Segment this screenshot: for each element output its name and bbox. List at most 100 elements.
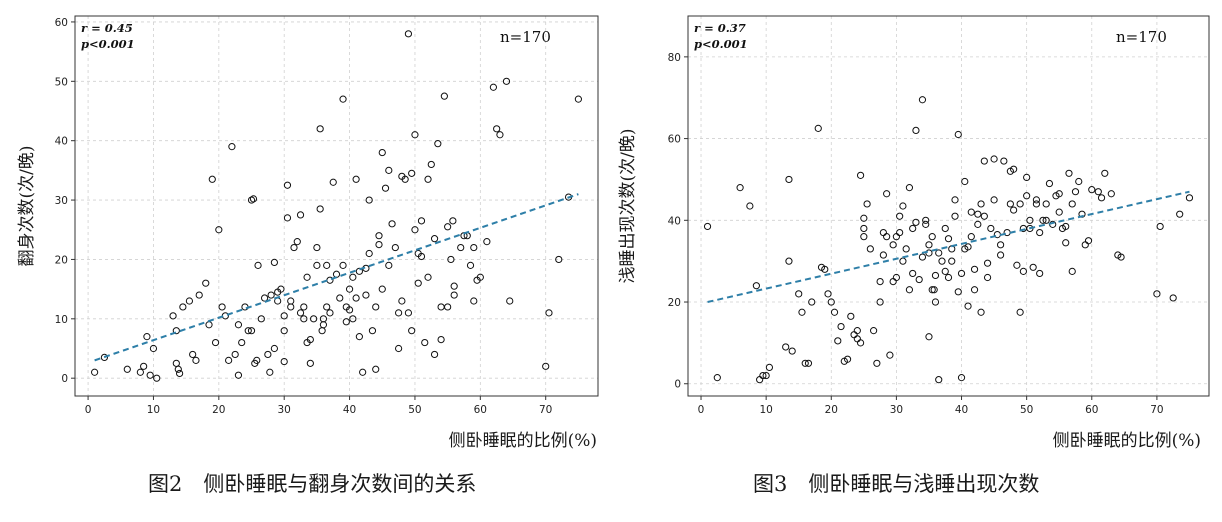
data-point bbox=[372, 303, 380, 311]
data-points bbox=[91, 30, 582, 382]
data-point bbox=[247, 327, 256, 335]
data-point bbox=[951, 196, 959, 204]
data-point bbox=[450, 282, 458, 290]
data-point bbox=[909, 269, 917, 278]
data-point bbox=[414, 279, 422, 287]
data-point bbox=[257, 315, 265, 323]
data-point bbox=[948, 257, 956, 265]
data-point bbox=[834, 337, 842, 345]
data-point bbox=[205, 321, 213, 329]
x-tick-label: 50 bbox=[408, 404, 421, 416]
data-point bbox=[345, 285, 354, 293]
x-axis-label: 侧卧睡眠的比例(%) bbox=[449, 431, 597, 451]
x-tick-label: 10 bbox=[147, 404, 160, 416]
data-point bbox=[1097, 194, 1106, 202]
data-point bbox=[277, 285, 285, 293]
data-point bbox=[349, 273, 357, 281]
data-point bbox=[323, 303, 331, 311]
data-point bbox=[489, 83, 497, 91]
y-tick-label: 40 bbox=[55, 136, 68, 148]
trend-line bbox=[707, 190, 1190, 303]
data-point bbox=[372, 365, 380, 373]
data-point bbox=[457, 243, 465, 252]
y-tick-label: 20 bbox=[55, 254, 68, 266]
data-point bbox=[169, 312, 177, 320]
data-point bbox=[879, 228, 887, 237]
data-point bbox=[746, 202, 754, 210]
data-point bbox=[313, 261, 321, 269]
data-point bbox=[421, 338, 429, 347]
data-point bbox=[814, 124, 822, 132]
data-point bbox=[856, 171, 865, 179]
data-point bbox=[296, 211, 305, 219]
data-point bbox=[902, 245, 910, 253]
data-point bbox=[555, 255, 563, 264]
data-point bbox=[905, 184, 914, 192]
data-point bbox=[941, 267, 949, 275]
data-point bbox=[964, 243, 972, 251]
data-point bbox=[434, 140, 442, 148]
data-point bbox=[192, 356, 200, 364]
data-point bbox=[954, 288, 962, 296]
data-point bbox=[352, 175, 360, 183]
data-point bbox=[100, 353, 109, 362]
data-point bbox=[941, 224, 949, 233]
data-point bbox=[931, 298, 940, 306]
data-point bbox=[1016, 308, 1024, 316]
data-point bbox=[123, 365, 131, 373]
data-point bbox=[136, 368, 144, 376]
data-point bbox=[974, 210, 982, 218]
y-axis-label: 浅睡出现次数(次/晚) bbox=[618, 129, 638, 284]
data-point bbox=[980, 212, 988, 220]
data-point bbox=[1016, 200, 1024, 208]
y-tick-label: 10 bbox=[55, 314, 68, 326]
data-point bbox=[899, 202, 907, 210]
data-point bbox=[318, 327, 326, 335]
data-point bbox=[925, 241, 933, 249]
data-point bbox=[1042, 216, 1050, 224]
data-point bbox=[408, 169, 416, 177]
data-point bbox=[143, 333, 151, 341]
data-point bbox=[759, 371, 767, 380]
data-point bbox=[980, 157, 988, 165]
data-point bbox=[417, 217, 426, 225]
data-point bbox=[202, 279, 210, 287]
data-point bbox=[1068, 267, 1076, 275]
scatter-chart-2: 0 10 20 30 40 50 60 70 0 10 20 30 40 50 60 侧卧睡眠的比例(%) 翻身… bbox=[17, 15, 599, 451]
data-point bbox=[957, 374, 966, 382]
data-point bbox=[450, 291, 458, 299]
data-point bbox=[1107, 190, 1115, 198]
data-point bbox=[964, 302, 972, 310]
data-point bbox=[915, 275, 923, 284]
data-point bbox=[280, 327, 288, 335]
data-point bbox=[247, 196, 256, 204]
data-point bbox=[385, 166, 393, 174]
data-point bbox=[345, 306, 354, 314]
data-point bbox=[430, 350, 439, 359]
data-point bbox=[935, 376, 943, 384]
y-tick-label: 60 bbox=[668, 134, 681, 146]
data-point bbox=[395, 344, 403, 353]
data-point bbox=[821, 265, 829, 273]
data-point bbox=[417, 252, 426, 261]
data-point bbox=[342, 318, 350, 326]
stat-n: n=170 bbox=[1116, 28, 1167, 46]
data-point bbox=[1075, 177, 1083, 186]
trend-line bbox=[94, 193, 579, 362]
x-tick-label: 10 bbox=[759, 404, 772, 416]
data-point bbox=[1176, 210, 1184, 218]
data-point bbox=[899, 257, 907, 265]
data-point bbox=[1185, 194, 1194, 202]
data-point bbox=[339, 261, 347, 269]
data-point bbox=[225, 356, 233, 364]
data-point bbox=[974, 220, 982, 228]
data-point bbox=[430, 235, 439, 243]
x-tick-label: 50 bbox=[1020, 404, 1033, 416]
data-point bbox=[506, 297, 514, 305]
y-tick-label: 50 bbox=[55, 76, 68, 88]
data-point bbox=[208, 175, 216, 183]
y-tick-label: 60 bbox=[55, 17, 68, 29]
data-point bbox=[983, 273, 992, 282]
data-point bbox=[290, 243, 298, 252]
stat-n: n=170 bbox=[500, 28, 551, 46]
